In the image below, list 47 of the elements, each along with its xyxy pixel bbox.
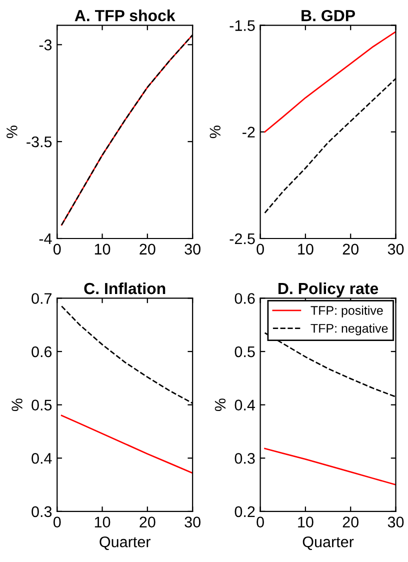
x-tick-label: 10 [298,516,314,528]
x-tick-label: 30 [184,244,200,255]
y-axis-title: % [210,126,220,138]
y-tick-label: 0.2 [234,506,255,518]
y-axis-title: % [6,126,18,138]
x-axis-title: Quarter [302,536,354,550]
y-tick-label: 0.5 [234,346,255,358]
x-tick-label: 10 [94,516,110,528]
y-tick-label: -2 [242,126,255,138]
y-tick-label: -4 [39,234,52,244]
x-tick-label: 20 [140,244,156,255]
x-tick-label: 10 [94,244,110,255]
x-tick-label: 30 [388,244,404,255]
x-tick-label: 0 [256,516,264,528]
y-tick-label: 0.3 [32,506,52,518]
x-axis-title: Quarter [100,536,150,550]
y-tick-label: 0.7 [32,293,52,304]
y-tick-label: 0.6 [234,293,255,304]
x-tick-label: 0 [53,516,61,528]
chart-title: C. Inflation [84,282,166,294]
x-tick-label: 0 [256,244,264,255]
x-tick-label: 30 [388,516,404,528]
y-tick-label: 0.6 [32,346,52,358]
x-tick-label: 20 [342,244,359,255]
legend-label: TFP: negative [310,324,388,336]
line-series [264,448,396,486]
chart-title: A. TFP shock [74,10,176,22]
legend-label: TFP: positive [310,306,383,318]
x-tick-label: 30 [184,516,200,528]
y-tick-label: 0.4 [32,452,52,464]
y-tick-label: -2.5 [230,233,255,244]
x-tick-label: 0 [53,244,61,255]
x-tick-label: 20 [140,516,156,528]
y-tick-label: 0.5 [32,400,52,410]
y-tick-label: -1.5 [230,20,255,31]
x-tick-label: 10 [298,244,314,255]
y-tick-label: -3.5 [26,136,52,148]
chart-title: D. Policy rate [278,282,378,298]
line-series [264,30,396,133]
y-tick-label: 0.3 [234,452,255,464]
y-tick-label: -3 [39,40,52,50]
y-tick-label: 0.4 [234,400,255,410]
y-axis-title: % [214,398,226,412]
chart-title: B. GDP [302,10,355,22]
x-tick-label: 20 [342,516,359,528]
y-axis-title: % [12,398,22,412]
line-series [60,414,193,474]
